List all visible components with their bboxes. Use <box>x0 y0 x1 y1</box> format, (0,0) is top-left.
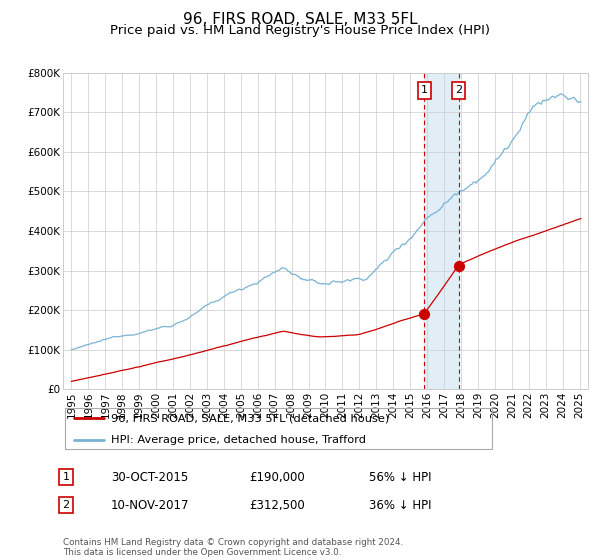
Text: £190,000: £190,000 <box>249 470 305 484</box>
Text: Price paid vs. HM Land Registry's House Price Index (HPI): Price paid vs. HM Land Registry's House … <box>110 24 490 36</box>
Text: 96, FIRS ROAD, SALE, M33 5FL: 96, FIRS ROAD, SALE, M33 5FL <box>182 12 418 27</box>
Bar <box>424 73 458 389</box>
Text: 56% ↓ HPI: 56% ↓ HPI <box>369 470 431 484</box>
Point <box>454 261 463 270</box>
Text: 36% ↓ HPI: 36% ↓ HPI <box>369 498 431 512</box>
Text: 10-NOV-2017: 10-NOV-2017 <box>111 498 190 512</box>
Text: 1: 1 <box>421 86 428 95</box>
Text: 30-OCT-2015: 30-OCT-2015 <box>111 470 188 484</box>
Text: HPI: Average price, detached house, Trafford: HPI: Average price, detached house, Traf… <box>110 435 365 445</box>
Point <box>419 310 429 319</box>
Text: £312,500: £312,500 <box>249 498 305 512</box>
Text: Contains HM Land Registry data © Crown copyright and database right 2024.
This d: Contains HM Land Registry data © Crown c… <box>63 538 403 557</box>
Text: 2: 2 <box>62 500 70 510</box>
Text: 2: 2 <box>455 86 462 95</box>
Text: 1: 1 <box>62 472 70 482</box>
Text: 96, FIRS ROAD, SALE, M33 5FL (detached house): 96, FIRS ROAD, SALE, M33 5FL (detached h… <box>110 413 389 423</box>
